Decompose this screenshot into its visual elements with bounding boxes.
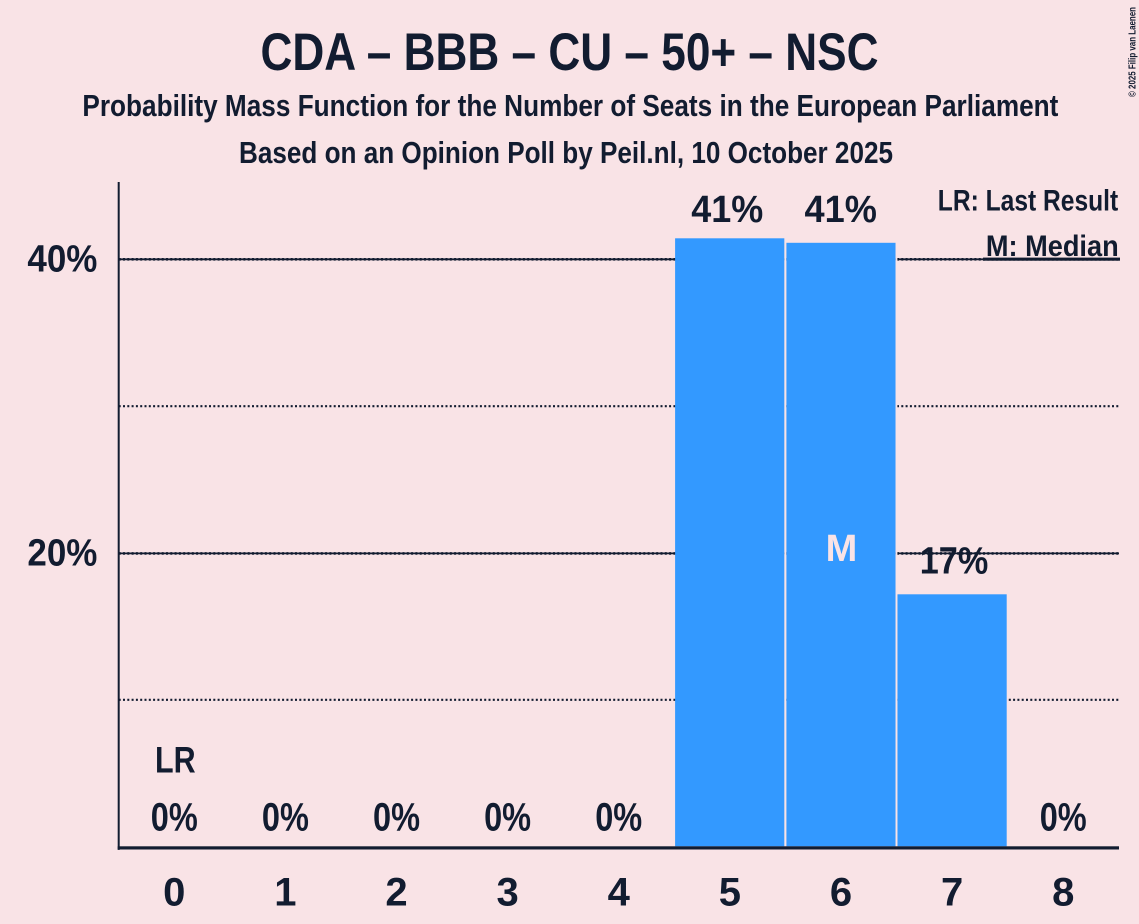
svg-text:LR: LR (155, 739, 196, 780)
svg-text:41%: 41% (691, 189, 763, 231)
svg-text:20%: 20% (27, 533, 97, 575)
svg-text:LR: Last Result: LR: Last Result (938, 184, 1118, 217)
svg-text:2: 2 (385, 871, 407, 915)
svg-text:0%: 0% (1040, 796, 1087, 840)
svg-text:4: 4 (608, 871, 631, 915)
svg-text:3: 3 (496, 871, 518, 915)
svg-text:M: Median: M: Median (986, 230, 1119, 263)
svg-text:0%: 0% (373, 796, 420, 840)
svg-text:17%: 17% (920, 540, 989, 582)
svg-text:0%: 0% (484, 796, 531, 840)
svg-text:0%: 0% (595, 796, 642, 840)
svg-text:© 2025 Filip van Laenen: © 2025 Filip van Laenen (1127, 7, 1139, 97)
svg-text:0%: 0% (262, 796, 309, 840)
svg-text:CDA – BBB – CU – 50+ – NSC: CDA – BBB – CU – 50+ – NSC (261, 23, 879, 82)
svg-text:Probability Mass Function for: Probability Mass Function for the Number… (82, 88, 1058, 123)
svg-text:5: 5 (719, 871, 741, 915)
svg-text:41%: 41% (805, 189, 877, 231)
svg-text:40%: 40% (27, 239, 97, 281)
svg-text:M: M (826, 528, 858, 570)
svg-text:6: 6 (830, 871, 852, 915)
svg-text:7: 7 (941, 871, 963, 915)
svg-text:1: 1 (274, 871, 296, 915)
svg-text:0: 0 (163, 871, 185, 915)
svg-text:Based on an Opinion Poll by Pe: Based on an Opinion Poll by Peil.nl, 10 … (239, 135, 893, 170)
svg-text:0%: 0% (151, 796, 198, 840)
svg-text:8: 8 (1052, 871, 1074, 915)
